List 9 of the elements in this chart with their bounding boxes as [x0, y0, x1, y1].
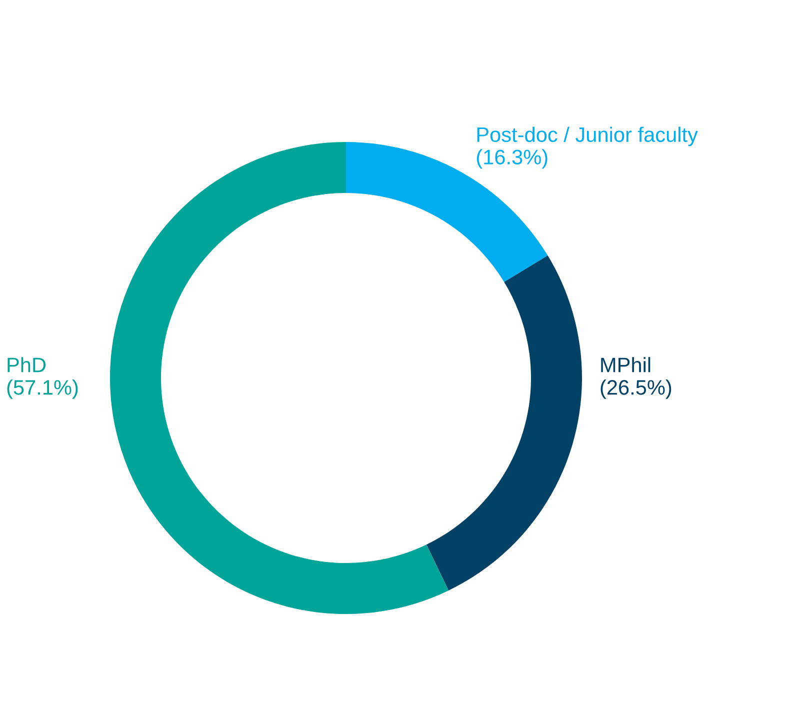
slice-label: Post-doc / Junior faculty: [477, 126, 698, 146]
data-label: (26.5%): [600, 380, 672, 399]
slice-label: PhD: [8, 357, 46, 372]
donut-slice: [426, 256, 582, 591]
donut-slice: [346, 142, 548, 282]
slice-label: MPhil: [601, 357, 650, 372]
data-label: (57.1%): [7, 380, 78, 399]
data-label: (16.3%): [476, 149, 548, 169]
donut-slice: [110, 142, 449, 614]
